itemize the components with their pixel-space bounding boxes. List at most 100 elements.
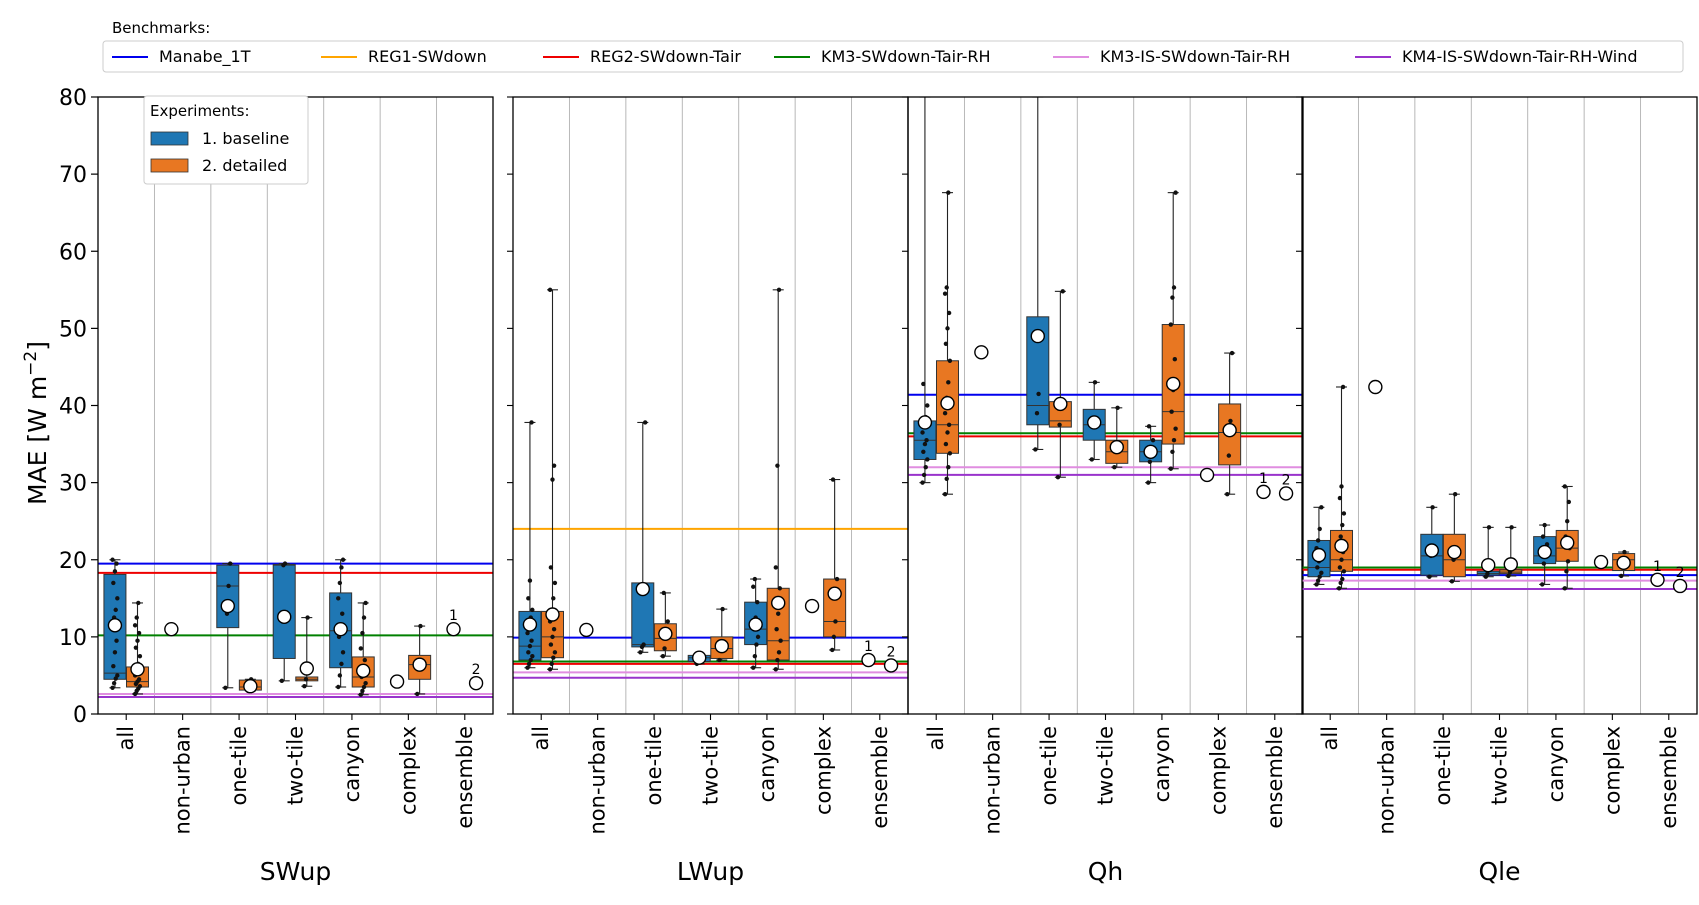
mean-marker [917,415,933,430]
data-point [943,441,949,447]
data-point [1506,573,1511,579]
experiments-legend: Experiments: 1. baseline 2. detailed [143,95,309,185]
box-lwup-canyon-detailed [766,287,790,672]
data-point [638,650,643,655]
mean-marker [1368,379,1383,395]
box-qle-canyon-detailed [1555,484,1579,591]
data-point [303,677,309,682]
panel-title-swup: SWup [260,857,331,886]
data-point [1566,499,1572,505]
box-lwup-one-tile-baseline [631,420,655,655]
data-point [1337,565,1343,570]
data-point [363,680,368,686]
data-point [526,596,531,601]
data-point [111,663,116,669]
data-point [112,650,118,655]
data-point [921,381,926,387]
mean-marker [299,661,314,676]
data-point [660,653,666,659]
data-point [925,457,930,462]
mean-marker [522,617,538,632]
data-point [527,643,533,649]
mean-marker [1481,557,1496,573]
data-point [551,463,557,468]
data-point [1338,580,1343,586]
data-point [1315,538,1321,543]
x-tick-label-two-tile: two-tile [284,726,308,805]
data-point [339,661,344,667]
experiment-legend-label-1-baseline: 1. baseline [202,129,289,148]
mean-marker [974,345,989,360]
data-point [360,630,365,636]
mean-marker [1030,328,1045,344]
data-point [751,584,756,589]
data-point [1540,582,1545,587]
mean-marker [220,598,235,614]
mean-marker [1109,439,1124,455]
mean-marker [130,662,145,677]
mean-marker [827,586,842,601]
benchmarks-legend-items: Manabe_1T REG1-SWdown REG2-SWdown-Tair KM3-… [112,47,1638,67]
experiments-legend-title: Experiments: [150,102,250,120]
data-point [775,463,780,468]
data-point [1229,350,1235,356]
mean-marker [1560,535,1575,550]
data-point [136,677,142,682]
x-tick-label-ensemble: ensemble [453,726,477,829]
x-tick-label-canyon: canyon [340,726,364,802]
data-point [1340,384,1346,390]
data-point [337,580,343,586]
data-point [525,630,530,636]
box-swup-two-tile-detailed [295,615,319,689]
data-point [922,441,928,447]
data-point [1092,380,1098,385]
box-qle-two-tile-detailed [1499,525,1523,579]
box-qle-ensemble-baseline: 1 [1650,559,1665,588]
y-tick-label-50: 50 [59,317,87,342]
data-point [1170,295,1175,300]
box-swup-complex-detailed [408,623,432,697]
y-tick-label-30: 30 [59,472,87,497]
x-tick-label-one-tile: one-tile [1037,726,1061,805]
data-point [665,619,670,624]
data-point [943,341,949,346]
data-point [1542,522,1547,528]
data-point [529,420,534,425]
benchmark-legend-label-manabe-1t: Manabe_1T [159,47,251,67]
mean-marker [1053,396,1068,412]
data-point [111,680,117,686]
ensemble-label-2: 2 [887,644,896,660]
data-point [1033,447,1038,452]
mean-marker [658,626,673,641]
mean-marker [1672,578,1688,594]
box-lwup-two-tile-baseline [687,650,711,667]
mean-marker [1593,554,1609,570]
data-point [133,645,139,650]
data-point [1340,522,1345,528]
benchmarks-legend-title: Benchmarks: [112,19,210,37]
data-point [752,653,758,659]
data-point [833,619,838,624]
data-point [115,673,120,678]
data-point [418,623,423,629]
data-point [925,403,930,408]
box-swup-two-tile-baseline [272,561,296,684]
data-point [1340,576,1345,582]
data-point [1055,475,1061,480]
data-point [942,411,948,416]
mean-marker [1503,557,1518,572]
mean-marker [861,652,876,668]
box-swup-one-tile-detailed [238,677,262,694]
mean-marker [1650,572,1665,588]
box-swup-non-urban-baseline [164,621,179,637]
x-tick-label-canyon: canyon [1544,726,1568,802]
benchmark-legend-label-km4-is-swdown-tair-rh-wind: KM4-IS-SWdown-Tair-RH-Wind [1402,47,1638,66]
data-point [337,673,343,678]
y-tick-label-40: 40 [59,395,87,420]
data-point [305,615,310,620]
data-point [773,565,779,570]
data-point [115,596,120,601]
